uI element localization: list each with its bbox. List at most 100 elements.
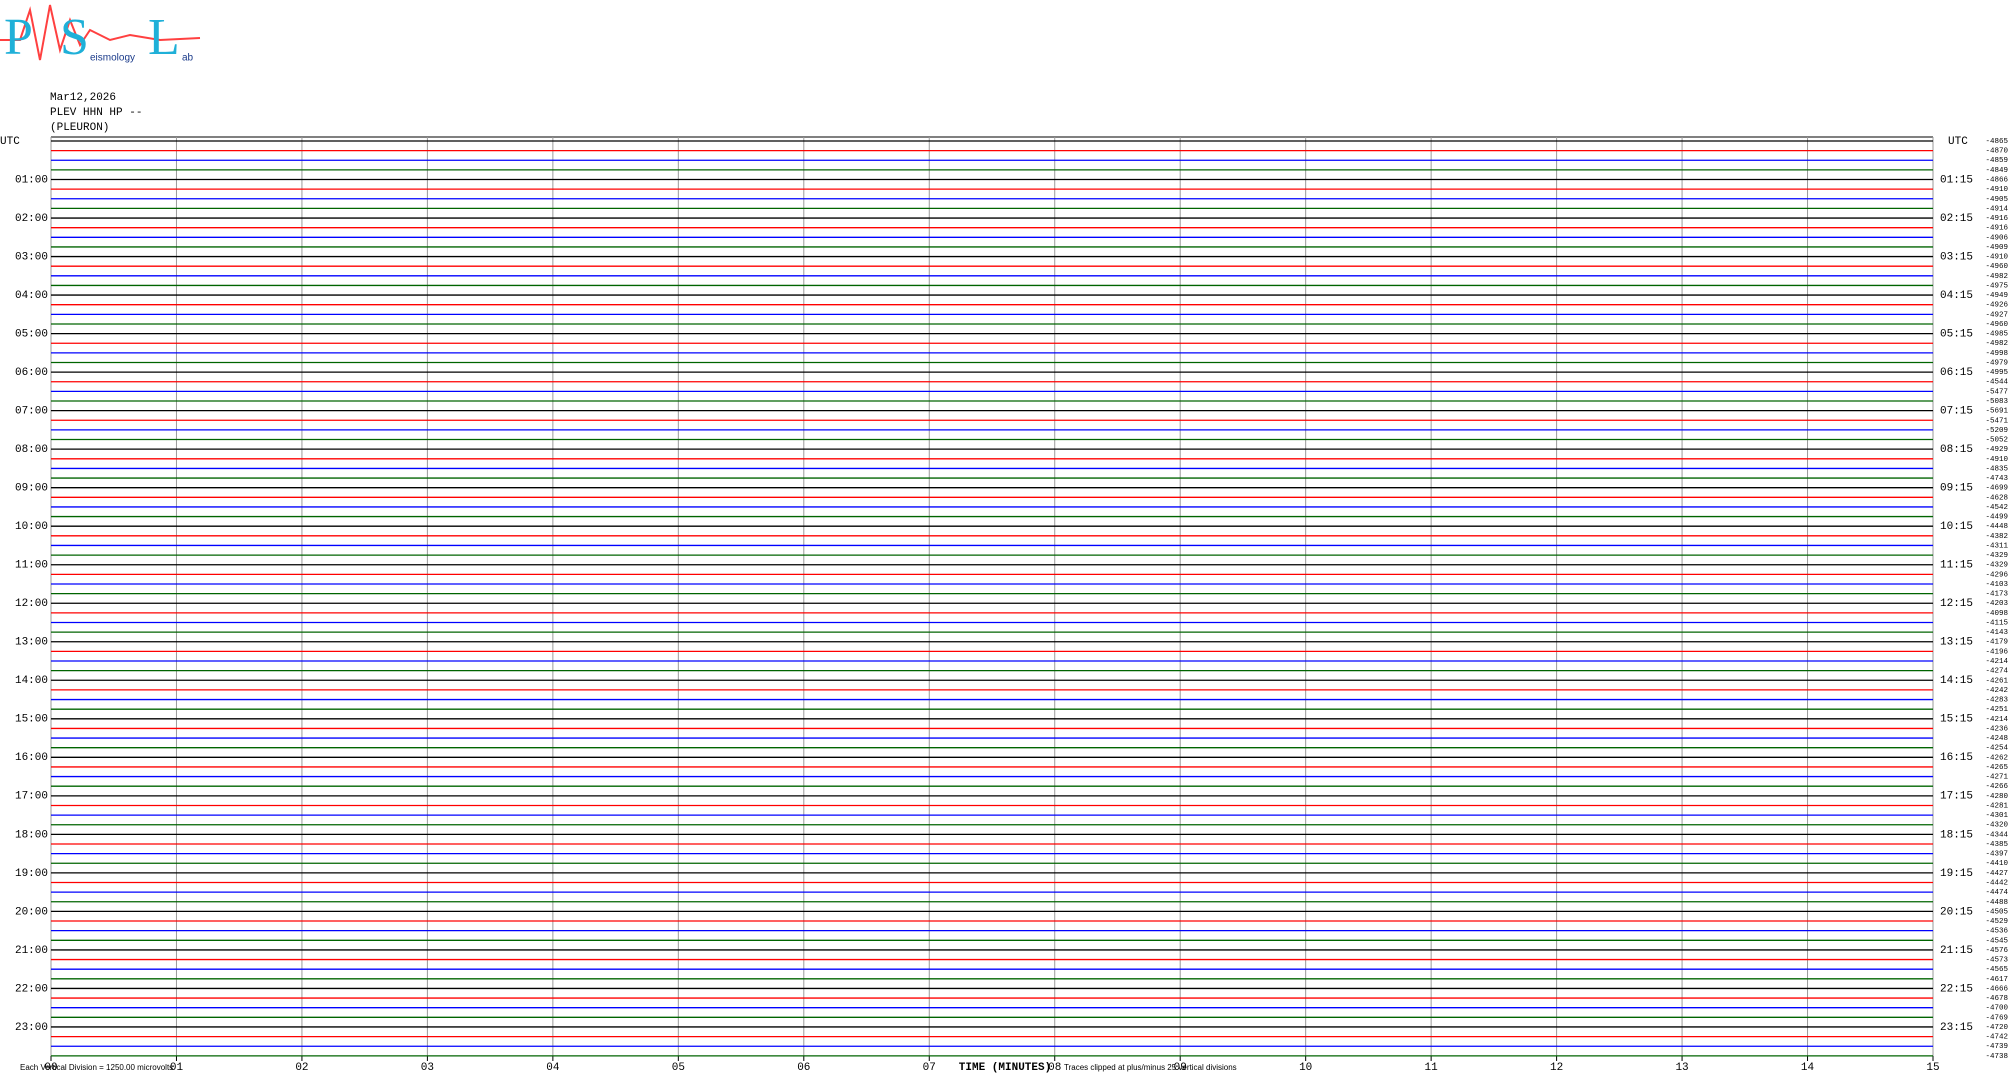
trace-offset: -4909: [1985, 244, 2008, 252]
hour-label: 23:00: [15, 1022, 48, 1034]
x-tick-label: 04: [546, 1062, 560, 1074]
hour-label: 15:00: [15, 714, 48, 726]
trace-offset: -4382: [1985, 533, 2008, 541]
trace-offset: -4700: [1985, 1005, 2008, 1013]
x-tick-label: 05: [672, 1062, 685, 1074]
trace-offset: -4905: [1985, 196, 2008, 204]
hour-label: 13:00: [15, 637, 48, 649]
hour-label: 11:00: [15, 560, 48, 572]
hour-label: 05:15: [1940, 329, 1973, 341]
trace-offset: -4914: [1985, 205, 2008, 213]
trace-offset: -4542: [1985, 504, 2008, 512]
trace-offset: -4214: [1985, 658, 2008, 666]
hour-label: 12:00: [15, 598, 48, 610]
trace-offset: -4910: [1985, 186, 2008, 194]
hour-label: 06:15: [1940, 367, 1973, 379]
corner-label: UTC: [0, 136, 20, 148]
trace-offset: -4865: [1985, 138, 2008, 146]
hour-label: 22:15: [1940, 983, 1973, 995]
trace-offset: -4265: [1985, 764, 2008, 772]
trace-offset: -4998: [1985, 350, 2008, 358]
x-tick-label: 11: [1425, 1062, 1439, 1074]
title-line: (PLEURON): [50, 122, 109, 134]
trace-offset: -4769: [1985, 1014, 2008, 1022]
hour-label: 16:00: [15, 752, 48, 764]
x-tick-label: 12: [1550, 1062, 1563, 1074]
hour-label: 17:15: [1940, 791, 1973, 803]
trace-offset: -4098: [1985, 610, 2008, 618]
clip-note: Traces clipped at plus/minus 25 vertical…: [1064, 1063, 1237, 1072]
trace-offset: -4576: [1985, 947, 2008, 955]
x-tick-label: 01: [170, 1062, 184, 1074]
hour-label: 22:00: [15, 983, 48, 995]
title-line: Mar12,2026: [50, 92, 116, 104]
trace-offset: -4488: [1985, 899, 2008, 907]
corner-label: UTC: [1948, 136, 1968, 148]
trace-offset: -4203: [1985, 600, 2008, 608]
trace-offset: -4505: [1985, 908, 2008, 916]
trace-offset: -4261: [1985, 677, 2008, 685]
hour-label: 07:00: [15, 406, 48, 418]
trace-offset: -4474: [1985, 889, 2008, 897]
trace-offset: -4742: [1985, 1034, 2008, 1042]
hour-label: 08:00: [15, 444, 48, 456]
hour-label: 02:00: [15, 213, 48, 225]
trace-offset: -4179: [1985, 639, 2008, 647]
x-tick-label: 02: [295, 1062, 308, 1074]
hour-label: 19:15: [1940, 868, 1973, 880]
trace-offset: -4960: [1985, 321, 2008, 329]
hour-label: 20:00: [15, 906, 48, 918]
trace-offset: -4274: [1985, 668, 2008, 676]
trace-offset: -5083: [1985, 398, 2008, 406]
hour-label: 05:00: [15, 329, 48, 341]
trace-offset: -4573: [1985, 957, 2008, 965]
hour-label: 23:15: [1940, 1022, 1973, 1034]
hour-label: 01:00: [15, 174, 48, 186]
trace-offset: -4743: [1985, 475, 2008, 483]
trace-offset: -4979: [1985, 359, 2008, 367]
trace-offset: -4982: [1985, 340, 2008, 348]
trace-offset: -4448: [1985, 523, 2008, 531]
trace-offset: -4242: [1985, 687, 2008, 695]
logo-letter: P: [4, 9, 33, 66]
hour-label: 10:00: [15, 521, 48, 533]
hour-label: 04:15: [1940, 290, 1973, 302]
x-tick-label: 14: [1801, 1062, 1815, 1074]
hour-label: 12:15: [1940, 598, 1973, 610]
trace-offset: -4666: [1985, 985, 2008, 993]
hour-label: 13:15: [1940, 637, 1973, 649]
hour-label: 21:15: [1940, 945, 1973, 957]
trace-offset: -4236: [1985, 725, 2008, 733]
trace-offset: -4916: [1985, 215, 2008, 223]
hour-label: 18:00: [15, 829, 48, 841]
trace-offset: -4410: [1985, 860, 2008, 868]
x-tick-label: 10: [1299, 1062, 1312, 1074]
hour-label: 03:00: [15, 251, 48, 263]
trace-offset: -4617: [1985, 976, 2008, 984]
trace-offset: -4266: [1985, 783, 2008, 791]
trace-offset: -4385: [1985, 841, 2008, 849]
trace-offset: -4739: [1985, 1043, 2008, 1051]
trace-offset: -4870: [1985, 148, 2008, 156]
trace-offset: -4196: [1985, 648, 2008, 656]
x-axis-label: TIME (MINUTES): [959, 1062, 1051, 1074]
trace-offset: -4738: [1985, 1053, 2008, 1061]
trace-offset: -4536: [1985, 928, 2008, 936]
trace-offset: -4565: [1985, 966, 2008, 974]
trace-offset: -4678: [1985, 995, 2008, 1003]
trace-offset: -4949: [1985, 292, 2008, 300]
trace-offset: -4929: [1985, 446, 2008, 454]
logo-wave: [0, 4, 201, 61]
hour-label: 14:00: [15, 675, 48, 687]
trace-offset: -4499: [1985, 514, 2008, 522]
trace-offset: -4296: [1985, 571, 2008, 579]
trace-offset: -4442: [1985, 879, 2008, 887]
logo: P S L eismology ab: [0, 4, 201, 66]
trace-offset: -4699: [1985, 485, 2008, 493]
trace-offset: -4866: [1985, 177, 2008, 185]
logo-text: ab: [182, 53, 194, 64]
trace-offset: -4927: [1985, 311, 2008, 319]
trace-offset: -4985: [1985, 331, 2008, 339]
trace-offset: -4975: [1985, 282, 2008, 290]
